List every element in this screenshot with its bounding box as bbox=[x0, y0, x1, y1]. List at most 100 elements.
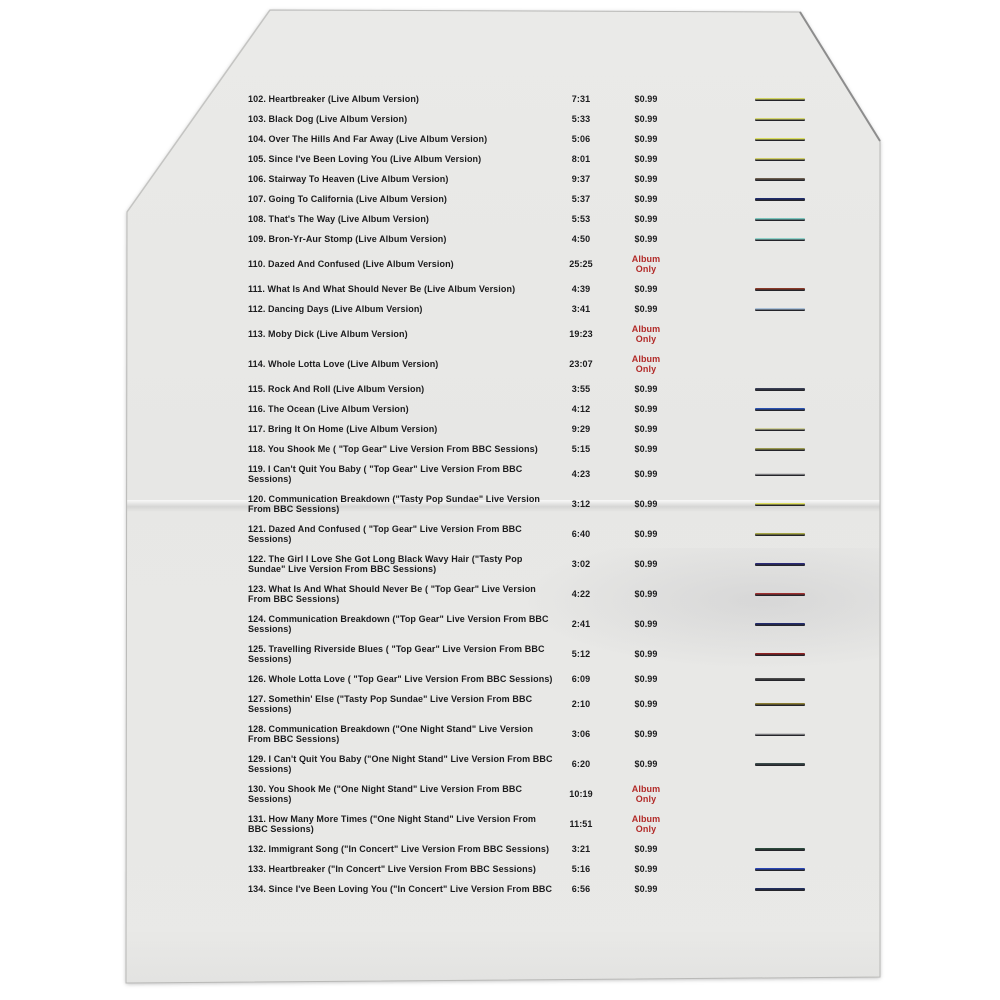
buy-line-cell bbox=[755, 732, 805, 736]
buy-line-cell bbox=[755, 562, 805, 566]
track-title: 124. Communication Breakdown ("Top Gear"… bbox=[248, 614, 549, 634]
track-duration: 4:12 bbox=[571, 404, 591, 414]
track-price: $0.99 bbox=[634, 469, 658, 479]
buy-line-cell bbox=[755, 447, 805, 451]
track-price: $0.99 bbox=[634, 134, 658, 144]
track-duration: 5:16 bbox=[571, 864, 591, 874]
buy-button-print-artifact bbox=[755, 427, 805, 431]
buy-line-cell bbox=[755, 793, 805, 796]
buy-line-cell bbox=[755, 97, 805, 101]
track-row: 132. Immigrant Song ("In Concert" Live V… bbox=[248, 844, 806, 854]
track-row: 115. Rock And Roll (Live Album Version) … bbox=[248, 384, 806, 394]
track-row: 112. Dancing Days (Live Album Version) 3… bbox=[248, 304, 806, 314]
track-price: $0.99 bbox=[634, 499, 658, 509]
track-duration: 2:41 bbox=[571, 619, 591, 629]
track-row: 110. Dazed And Confused (Live Album Vers… bbox=[248, 254, 806, 274]
track-title: 113. Moby Dick (Live Album Version) bbox=[248, 329, 408, 339]
track-title: 110. Dazed And Confused (Live Album Vers… bbox=[248, 259, 454, 269]
buy-button-print-artifact bbox=[755, 472, 805, 476]
buy-button-print-artifact bbox=[755, 307, 805, 311]
track-title: 117. Bring It On Home (Live Album Versio… bbox=[248, 424, 438, 434]
buy-line-cell bbox=[755, 197, 805, 201]
track-title: 102. Heartbreaker (Live Album Version) bbox=[248, 94, 420, 104]
buy-line-cell bbox=[755, 217, 805, 221]
track-price: $0.99 bbox=[634, 194, 658, 204]
track-title: 105. Since I've Been Loving You (Live Al… bbox=[248, 154, 482, 164]
track-title: 130. You Shook Me ("One Night Stand" Liv… bbox=[248, 784, 523, 804]
buy-button-print-artifact bbox=[755, 562, 805, 566]
track-duration: 5:15 bbox=[571, 444, 591, 454]
track-title: 134. Since I've Been Loving You ("In Con… bbox=[248, 884, 553, 894]
track-title: 109. Bron-Yr-Aur Stomp (Live Album Versi… bbox=[248, 234, 447, 244]
track-price: $0.99 bbox=[634, 114, 658, 124]
buy-button-print-artifact bbox=[755, 237, 805, 241]
track-price: $0.99 bbox=[634, 674, 658, 684]
track-title: 119. I Can't Quit You Baby ( "Top Gear" … bbox=[248, 464, 523, 484]
track-title: 133. Heartbreaker ("In Concert" Live Ver… bbox=[248, 864, 536, 874]
buy-button-print-artifact bbox=[755, 502, 805, 506]
track-row: 133. Heartbreaker ("In Concert" Live Ver… bbox=[248, 864, 806, 874]
track-row: 125. Travelling Riverside Blues ( "Top G… bbox=[248, 644, 806, 664]
track-title: 111. What Is And What Should Never Be (L… bbox=[248, 284, 516, 294]
buy-button-print-artifact bbox=[755, 592, 805, 596]
track-duration: 4:39 bbox=[571, 284, 591, 294]
buy-line-cell bbox=[755, 677, 805, 681]
track-price: $0.99 bbox=[634, 384, 658, 394]
track-duration: 25:25 bbox=[569, 259, 593, 269]
track-row: 105. Since I've Been Loving You (Live Al… bbox=[248, 154, 806, 164]
buy-line-cell bbox=[755, 387, 805, 391]
track-duration: 6:56 bbox=[571, 884, 591, 894]
track-duration: 9:29 bbox=[571, 424, 591, 434]
track-price: $0.99 bbox=[634, 174, 658, 184]
track-duration: 3:21 bbox=[571, 844, 591, 854]
track-price: $0.99 bbox=[634, 284, 658, 294]
track-row: 128. Communication Breakdown ("One Night… bbox=[248, 724, 806, 744]
buy-line-cell bbox=[755, 137, 805, 141]
track-price: $0.99 bbox=[634, 559, 658, 569]
track-duration: 6:09 bbox=[571, 674, 591, 684]
track-row: 116. The Ocean (Live Album Version) 4:12… bbox=[248, 404, 806, 414]
track-title: 132. Immigrant Song ("In Concert" Live V… bbox=[248, 844, 550, 854]
track-price: Album Only bbox=[631, 324, 661, 344]
paper-bottom-shading bbox=[126, 930, 880, 983]
track-duration: 5:53 bbox=[571, 214, 591, 224]
buy-button-print-artifact bbox=[755, 407, 805, 411]
track-title: 121. Dazed And Confused ( "Top Gear" Liv… bbox=[248, 524, 522, 544]
track-row: 104. Over The Hills And Far Away (Live A… bbox=[248, 134, 806, 144]
buy-line-cell bbox=[755, 307, 805, 311]
buy-button-print-artifact bbox=[755, 887, 805, 891]
track-row: 111. What Is And What Should Never Be (L… bbox=[248, 284, 806, 294]
track-title: 122. The Girl I Love She Got Long Black … bbox=[248, 554, 523, 574]
track-title: 112. Dancing Days (Live Album Version) bbox=[248, 304, 423, 314]
track-title: 120. Communication Breakdown ("Tasty Pop… bbox=[248, 494, 541, 514]
track-duration: 5:12 bbox=[571, 649, 591, 659]
buy-button-print-artifact bbox=[755, 197, 805, 201]
buy-line-cell bbox=[755, 847, 805, 851]
track-duration: 3:06 bbox=[571, 729, 591, 739]
buy-button-print-artifact bbox=[755, 762, 805, 766]
track-title: 125. Travelling Riverside Blues ( "Top G… bbox=[248, 644, 545, 664]
buy-button-print-artifact bbox=[755, 532, 805, 536]
track-duration: 3:55 bbox=[571, 384, 591, 394]
track-price: $0.99 bbox=[634, 304, 658, 314]
track-row: 127. Somethin' Else ("Tasty Pop Sundae" … bbox=[248, 694, 806, 714]
track-duration: 4:22 bbox=[571, 589, 591, 599]
buy-button-print-artifact bbox=[755, 217, 805, 221]
track-title: 128. Communication Breakdown ("One Night… bbox=[248, 724, 534, 744]
track-price: $0.99 bbox=[634, 864, 658, 874]
track-title: 115. Rock And Roll (Live Album Version) bbox=[248, 384, 425, 394]
buy-line-cell bbox=[755, 407, 805, 411]
track-title: 131. How Many More Times ("One Night Sta… bbox=[248, 814, 537, 834]
track-price: $0.99 bbox=[634, 404, 658, 414]
buy-button-print-artifact bbox=[755, 867, 805, 871]
buy-line-cell bbox=[755, 622, 805, 626]
track-row: 124. Communication Breakdown ("Top Gear"… bbox=[248, 614, 806, 634]
track-row: 108. That's The Way (Live Album Version)… bbox=[248, 214, 806, 224]
buy-button-print-artifact bbox=[755, 702, 805, 706]
buy-line-cell bbox=[755, 887, 805, 891]
track-price: Album Only bbox=[631, 784, 661, 804]
track-price: $0.99 bbox=[634, 844, 658, 854]
buy-line-cell bbox=[755, 592, 805, 596]
track-title: 116. The Ocean (Live Album Version) bbox=[248, 404, 409, 414]
track-price: Album Only bbox=[631, 354, 661, 374]
